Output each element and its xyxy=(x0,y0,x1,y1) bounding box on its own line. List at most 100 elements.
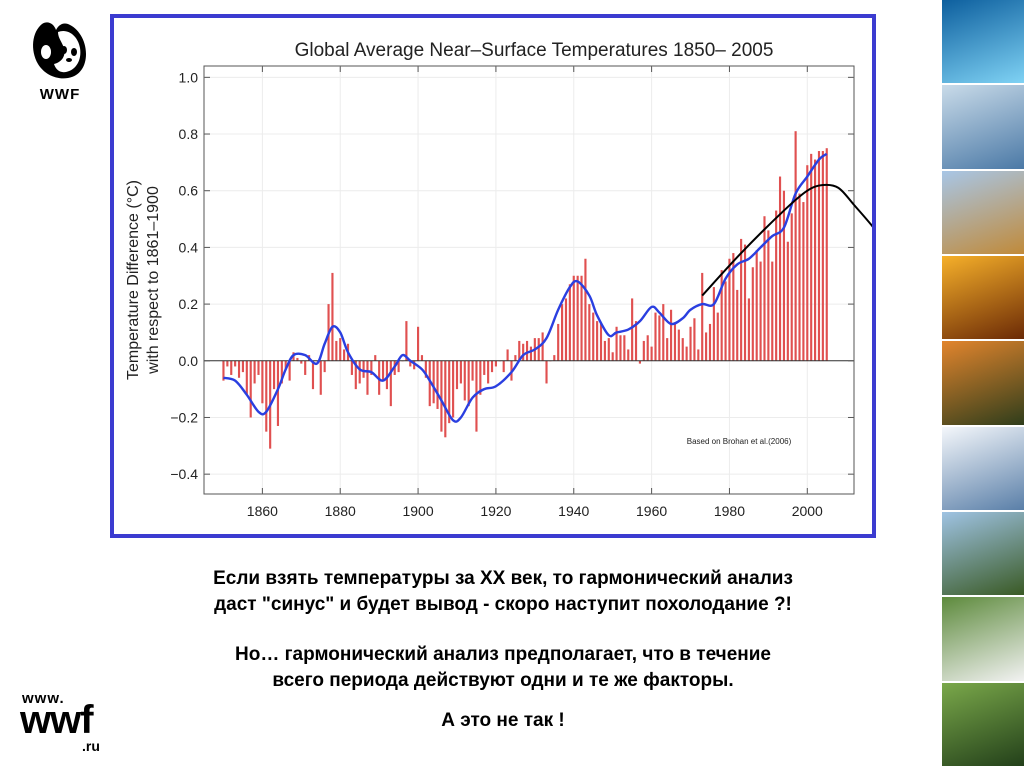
caption-line: даст "синус" и будет вывод - скоро насту… xyxy=(214,594,792,615)
temperature-chart: Global Average Near–Surface Temperatures… xyxy=(125,40,886,519)
y-tick-label: 1.0 xyxy=(179,69,199,85)
bar xyxy=(331,272,334,361)
bar xyxy=(564,298,568,361)
bar xyxy=(712,287,715,361)
bar xyxy=(319,360,322,395)
bar xyxy=(518,340,521,361)
y-tick-label: 0.8 xyxy=(179,126,199,142)
bar xyxy=(506,349,509,361)
bar xyxy=(825,148,828,361)
x-tick-label: 1920 xyxy=(480,503,511,519)
bar xyxy=(284,360,287,370)
bar xyxy=(740,238,743,361)
bar xyxy=(304,360,307,375)
bar xyxy=(436,360,439,409)
chart-title: Global Average Near–Surface Temperatures… xyxy=(295,40,774,61)
bar xyxy=(666,338,669,361)
bar xyxy=(728,258,731,361)
caption-paragraph-2: Но… гармонический анализ предполагает, ч… xyxy=(118,642,888,694)
y-tick-label: 0.0 xyxy=(179,353,199,369)
bar xyxy=(529,346,533,361)
bar xyxy=(607,338,610,361)
bar xyxy=(576,275,579,361)
y-axis-label-line1: Temperature Difference (°C) xyxy=(125,180,142,380)
bar xyxy=(771,261,774,361)
bar xyxy=(806,165,809,361)
bar xyxy=(541,332,544,361)
nature-photo-strip xyxy=(942,0,1024,768)
bar xyxy=(452,360,455,418)
x-tick-label: 1860 xyxy=(247,503,278,519)
bar xyxy=(810,153,813,361)
bar xyxy=(611,352,614,361)
bar xyxy=(420,355,424,361)
caption-paragraph-3: А это не так ! xyxy=(118,708,888,734)
bar xyxy=(397,360,400,373)
bar xyxy=(358,360,361,384)
annotation-arrow xyxy=(701,183,886,297)
bar xyxy=(514,355,517,361)
bar xyxy=(786,241,789,361)
bar xyxy=(802,202,805,361)
bar xyxy=(763,216,766,361)
caption-paragraph-1: Если взять температуры за XX век, то гар… xyxy=(118,566,888,618)
bar xyxy=(782,190,786,361)
caption-line: всего периода действуют одни и те же фак… xyxy=(272,670,734,691)
bar xyxy=(775,210,778,361)
bar xyxy=(650,346,653,361)
caption-line: А это не так ! xyxy=(441,710,565,731)
bar xyxy=(226,360,229,367)
chart-frame: Global Average Near–Surface Temperatures… xyxy=(110,14,886,538)
bar xyxy=(459,360,462,384)
bar xyxy=(778,176,782,361)
bar xyxy=(720,270,723,361)
bar xyxy=(623,335,626,361)
bar xyxy=(222,360,225,381)
bar xyxy=(440,360,443,432)
bar xyxy=(257,360,260,375)
bar xyxy=(743,244,747,361)
bar xyxy=(366,360,369,395)
mountain-lake-photo xyxy=(942,512,1024,596)
bar xyxy=(487,360,490,384)
bar xyxy=(615,326,618,361)
bar xyxy=(483,360,486,375)
bar xyxy=(689,326,692,361)
mountains-lake-photo xyxy=(942,170,1024,254)
bar xyxy=(362,360,365,378)
bar xyxy=(323,360,326,373)
bar xyxy=(627,349,630,361)
fox-snow-photo xyxy=(942,85,1024,169)
bar xyxy=(584,258,587,361)
bar xyxy=(658,315,661,361)
bar xyxy=(370,360,373,375)
bar xyxy=(642,340,645,361)
bar xyxy=(817,151,821,361)
bar xyxy=(409,360,412,367)
bar xyxy=(568,284,571,361)
bar xyxy=(798,193,801,361)
caption-line: Но… гармонический анализ предполагает, ч… xyxy=(235,644,771,665)
bar xyxy=(230,360,233,375)
bar xyxy=(599,323,603,361)
bar xyxy=(592,312,595,361)
bar xyxy=(261,360,264,404)
source-note: Based on Brohan et al.(2006) xyxy=(687,437,792,446)
bar xyxy=(580,275,583,361)
y-tick-label: −0.4 xyxy=(170,466,198,482)
bar xyxy=(241,360,244,373)
wwf-panda-logo: WWF xyxy=(28,12,90,103)
bar xyxy=(475,360,478,432)
bar xyxy=(288,360,291,381)
bar xyxy=(755,250,758,361)
bar xyxy=(249,360,252,418)
bar xyxy=(708,323,712,361)
caption-line: Если взять температуры за XX век, то гар… xyxy=(213,568,793,589)
x-tick-label: 2000 xyxy=(792,503,823,519)
bar xyxy=(280,360,283,384)
bar xyxy=(444,360,447,438)
bar xyxy=(385,360,389,390)
bar xyxy=(732,253,735,361)
bar xyxy=(343,349,346,361)
bar xyxy=(646,335,649,361)
